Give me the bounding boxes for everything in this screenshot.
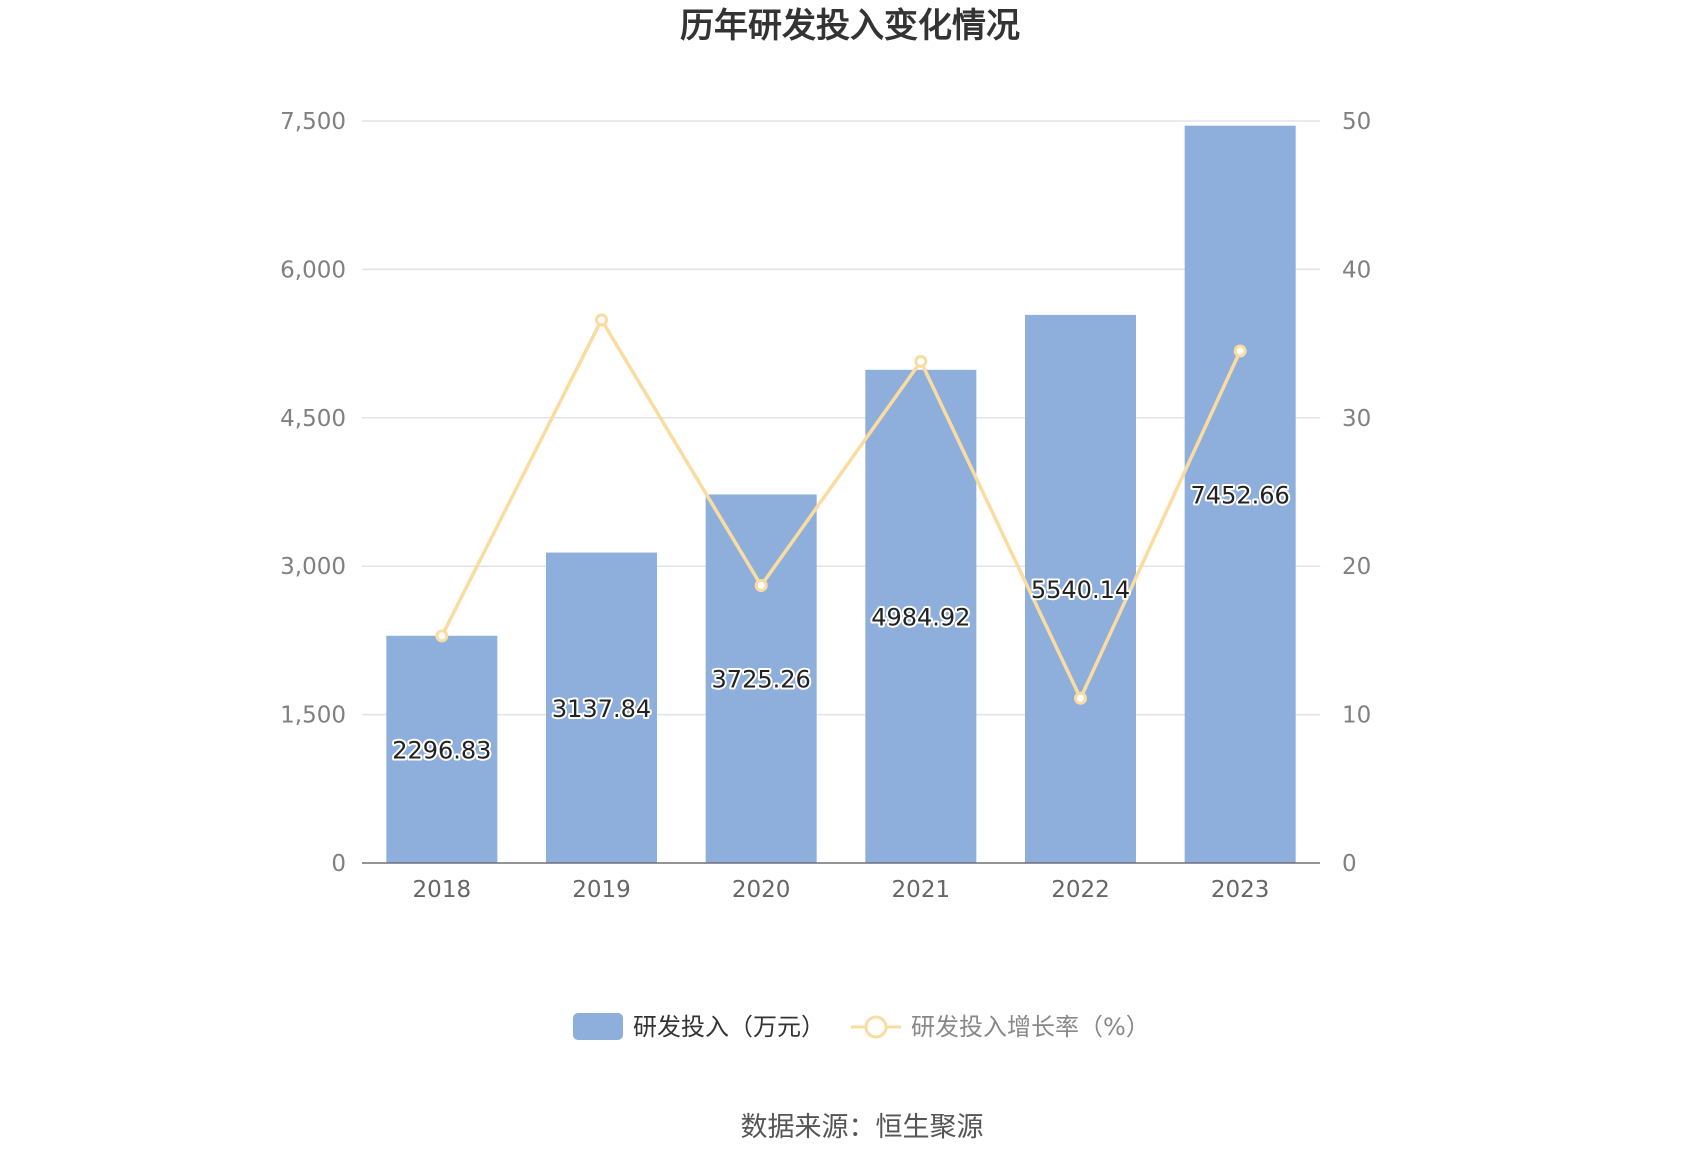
grid [362,120,1320,716]
y-right-tick-label: 40 [1342,257,1371,283]
growth-line [440,318,1242,701]
x-tick-label: 2018 [413,877,472,903]
bar [1184,125,1296,864]
bar-value-label: 4984.92 [871,603,970,631]
y-left-tick-label: 4,500 [280,406,346,432]
x-tick-label: 2023 [1211,877,1270,903]
line-point [1074,691,1087,705]
bar-value-label: 2296.83 [392,736,491,764]
x-tick-label: 2020 [732,877,791,903]
bar [865,369,977,863]
bar-value-label: 3137.84 [552,695,651,723]
legend-label-bar: 研发投入（万元） [633,1013,825,1041]
x-tick-label: 2022 [1051,877,1110,903]
y-right-tick-label: 30 [1342,406,1371,432]
y-right-tick-label: 10 [1342,703,1371,729]
line-series [435,313,1247,705]
line-point [595,313,608,327]
legend-swatch-marker [864,1015,888,1039]
y-left-tick-label: 7,500 [280,109,346,135]
y-left-tick-label: 1,500 [280,703,346,729]
bar [705,494,817,863]
axes: 0 0 1,500 10 3,000 20 4,500 30 6,000 40 7,500 50 201… [280,109,1371,903]
legend-item-bar[interactable]: 研发投入（万元） [573,1013,825,1041]
bar [546,552,657,863]
bar [1025,314,1136,863]
line-point [435,629,449,643]
line-point [1233,344,1247,358]
legend-label-line: 研发投入增长率（%） [911,1013,1150,1041]
legend: 研发投入（万元） 研发投入增长率（%） [573,1013,1150,1041]
bar-value-label: 7452.66 [1191,481,1290,509]
bar-value-label: 3725.26 [712,666,811,694]
y-right-tick-label: 50 [1342,109,1371,135]
y-right-tick-label: 20 [1342,554,1371,580]
x-tick-label: 2021 [892,877,951,903]
legend-swatch-bar [573,1013,623,1040]
legend-item-line[interactable]: 研发投入增长率（%） [851,1013,1150,1041]
bar-value-label: 5540.14 [1031,576,1130,604]
data-labels: 2296.83 3137.84 3725.26 4984.92 5540.14 7452.… [390,479,1292,766]
y-left-tick-label: 3,000 [280,554,346,580]
y-left-tick-label: 0 [331,851,346,877]
line-point [914,354,928,368]
y-left-tick-label: 6,000 [280,257,346,283]
y-right-tick-label: 0 [1342,851,1357,877]
bar-series [386,125,1296,864]
bar [386,635,498,863]
x-tick-label: 2019 [572,877,631,903]
chart-title: 历年研发投入变化情况 [680,6,1020,46]
source-note: 数据来源：恒生聚源 [741,1112,984,1143]
line-point [754,578,768,592]
